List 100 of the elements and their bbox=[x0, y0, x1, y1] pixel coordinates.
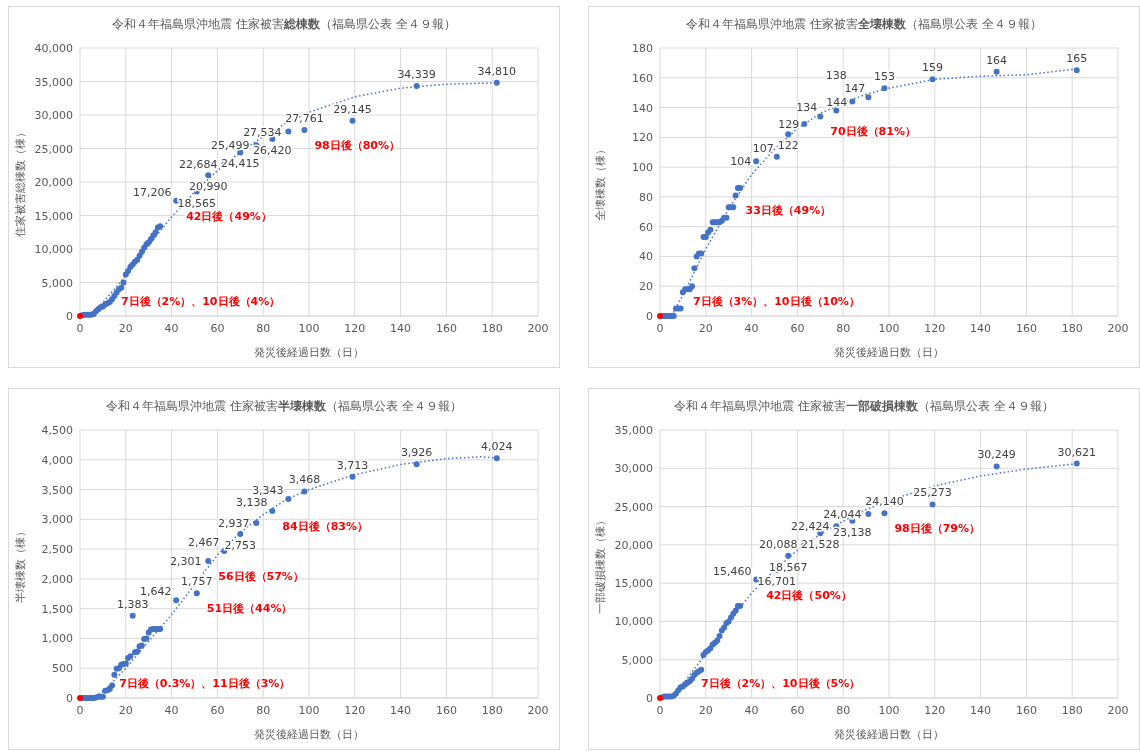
data-label: 1,642 bbox=[139, 585, 172, 599]
y-tick-label: 15,000 bbox=[34, 209, 73, 223]
annotation: 7日後（2%）、10日後（4%） bbox=[120, 295, 281, 308]
x-tick-label: 180 bbox=[481, 322, 503, 335]
y-tick-label: 20,000 bbox=[34, 176, 73, 189]
y-tick-label: 25,000 bbox=[34, 142, 73, 156]
data-label: 18,567 bbox=[768, 560, 808, 574]
data-label: 20,990 bbox=[188, 180, 228, 194]
y-axis-title: 住家被害総棟数（棟） bbox=[14, 127, 27, 237]
x-axis-title: 発災後経過日数（日） bbox=[834, 728, 944, 741]
x-tick-label: 120 bbox=[924, 322, 946, 335]
x-tick-label: 80 bbox=[256, 704, 271, 717]
y-tick-label: 160 bbox=[632, 71, 653, 85]
y-tick-label: 0 bbox=[66, 310, 73, 323]
x-tick-label: 60 bbox=[790, 704, 805, 717]
annotation: 98日後（79%） bbox=[894, 522, 981, 536]
data-label: 3,138 bbox=[236, 496, 268, 510]
y-tick-label: 0 bbox=[646, 310, 653, 323]
y-tick-label: 120 bbox=[632, 131, 653, 145]
y-tick-label: 180 bbox=[632, 42, 653, 55]
y-tick-label: 60 bbox=[639, 220, 653, 234]
x-tick-label: 180 bbox=[1061, 322, 1083, 335]
data-label: 21,528 bbox=[801, 538, 840, 552]
x-tick-label: 160 bbox=[435, 704, 457, 717]
x-tick-label: 0 bbox=[656, 704, 664, 717]
data-label: 27,761 bbox=[285, 112, 324, 125]
data-label: 3,926 bbox=[400, 446, 433, 460]
x-axis-title: 発災後経過日数（日） bbox=[834, 346, 944, 359]
x-tick-label: 200 bbox=[527, 704, 549, 717]
y-tick-label: 35,000 bbox=[614, 424, 653, 437]
y-tick-label: 3,000 bbox=[41, 513, 73, 527]
data-label: 134 bbox=[796, 101, 818, 115]
x-tick-label: 60 bbox=[210, 322, 225, 335]
data-label: 17,206 bbox=[132, 185, 172, 199]
x-tick-label: 160 bbox=[1015, 704, 1037, 717]
data-label: 2,937 bbox=[218, 517, 250, 531]
x-tick-label: 20 bbox=[118, 704, 133, 717]
data-label: 165 bbox=[1066, 52, 1088, 66]
y-tick-label: 10,000 bbox=[34, 243, 73, 256]
x-tick-label: 60 bbox=[210, 704, 225, 717]
data-label: 26,420 bbox=[253, 143, 292, 157]
y-tick-label: 10,000 bbox=[614, 615, 653, 629]
data-label: 34,810 bbox=[477, 64, 517, 78]
chart-title: 令和４年福島県沖地震 住家被害総棟数（福島県公表 全４９報） bbox=[112, 17, 456, 31]
y-tick-label: 1,500 bbox=[41, 602, 73, 616]
data-label: 2,753 bbox=[224, 539, 257, 553]
y-tick-label: 140 bbox=[632, 101, 653, 115]
annotation: 33日後（49%） bbox=[745, 204, 832, 218]
data-label: 30,621 bbox=[1057, 445, 1097, 459]
x-tick-label: 80 bbox=[836, 322, 851, 335]
y-tick-label: 0 bbox=[646, 692, 653, 705]
x-tick-label: 200 bbox=[527, 322, 549, 335]
data-label: 18,565 bbox=[177, 196, 217, 210]
x-tick-label: 100 bbox=[878, 322, 900, 335]
x-tick-label: 160 bbox=[1015, 322, 1037, 335]
data-label: 164 bbox=[986, 53, 1008, 67]
x-tick-label: 40 bbox=[164, 322, 179, 335]
y-tick-label: 30,000 bbox=[614, 462, 653, 476]
x-tick-label: 60 bbox=[790, 322, 805, 335]
x-tick-label: 20 bbox=[698, 704, 713, 717]
data-label: 138 bbox=[825, 68, 847, 82]
data-label: 24,140 bbox=[865, 495, 904, 509]
x-tick-label: 100 bbox=[878, 704, 900, 717]
data-label: 147 bbox=[844, 82, 866, 96]
data-label: 20,088 bbox=[759, 538, 798, 552]
y-tick-label: 25,000 bbox=[614, 500, 653, 514]
x-tick-label: 80 bbox=[256, 322, 271, 335]
data-label: 3,468 bbox=[288, 473, 321, 487]
data-label: 2,301 bbox=[169, 554, 202, 568]
data-label: 34,339 bbox=[397, 67, 436, 81]
y-tick-label: 20,000 bbox=[614, 538, 653, 552]
data-label: 107 bbox=[752, 141, 774, 155]
y-tick-label: 0 bbox=[66, 692, 73, 705]
x-axis-title: 発災後経過日数（日） bbox=[254, 346, 364, 359]
y-tick-label: 80 bbox=[639, 190, 653, 204]
annotation: 42日後（49%） bbox=[186, 209, 272, 223]
y-tick-label: 4,000 bbox=[41, 453, 73, 467]
data-label: 144 bbox=[826, 95, 848, 109]
data-label: 2,467 bbox=[188, 536, 220, 550]
x-tick-label: 180 bbox=[481, 704, 503, 717]
y-tick-label: 4,500 bbox=[41, 424, 73, 437]
x-tick-label: 20 bbox=[118, 322, 133, 335]
x-tick-label: 80 bbox=[836, 704, 851, 717]
data-label: 104 bbox=[730, 155, 752, 169]
annotation: 70日後（81%） bbox=[830, 125, 916, 139]
data-label: 1,383 bbox=[116, 597, 149, 611]
x-tick-label: 0 bbox=[76, 322, 84, 335]
x-tick-label: 0 bbox=[76, 704, 84, 717]
x-tick-label: 100 bbox=[298, 704, 320, 717]
x-tick-label: 100 bbox=[298, 322, 320, 335]
x-tick-label: 40 bbox=[744, 322, 759, 335]
annotation: 56日後（57%） bbox=[218, 569, 304, 583]
data-label: 15,460 bbox=[712, 564, 752, 578]
data-label: 1,757 bbox=[181, 575, 213, 589]
y-tick-label: 35,000 bbox=[34, 75, 73, 89]
x-tick-label: 180 bbox=[1061, 704, 1083, 717]
data-label: 25,273 bbox=[913, 486, 952, 500]
data-label: 4,024 bbox=[481, 440, 513, 454]
x-tick-label: 0 bbox=[656, 322, 664, 335]
data-label: 153 bbox=[873, 70, 895, 84]
